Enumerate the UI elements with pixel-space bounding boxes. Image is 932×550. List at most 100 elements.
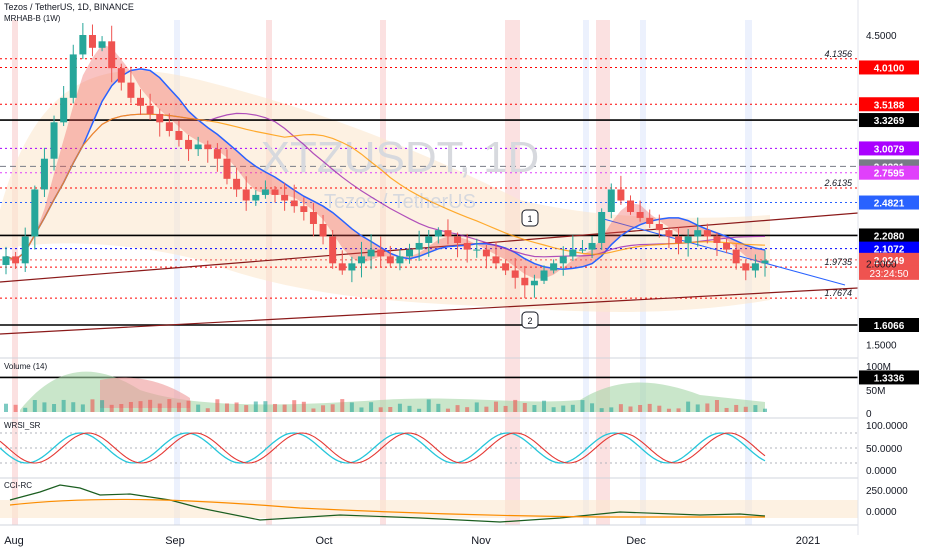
highlight-band [174, 20, 180, 525]
volume-bar [157, 403, 162, 412]
candle-body [79, 35, 87, 55]
volume-bar [628, 406, 633, 412]
volume-bar [474, 402, 479, 412]
wave-label: 1 [527, 214, 532, 224]
wrsi-axis-tick: 50.0000 [866, 444, 903, 455]
horizontal-levels: 4.1356 2.6135 1.9735 1.7674 [0, 49, 858, 379]
cci-pane-title: CCI-RC [4, 481, 32, 490]
candle-body [185, 139, 193, 150]
volume-bar [215, 399, 220, 412]
volume-bar [119, 404, 124, 412]
volume-bar [61, 399, 66, 412]
time-axis-label: Sep [165, 535, 185, 547]
volume-bar [52, 404, 57, 412]
candle-body [156, 113, 164, 123]
candle-body [684, 236, 692, 243]
volume-bar [176, 402, 181, 412]
candle-body [252, 194, 260, 201]
candle-body [386, 256, 394, 264]
volume-bar [244, 405, 249, 412]
volume-bar [301, 401, 306, 412]
volume-bar [647, 403, 652, 412]
volume-bar [724, 407, 729, 412]
volume-bar [417, 408, 422, 412]
candle-body [617, 189, 625, 201]
price-tag [859, 195, 919, 210]
chart-title: Tezos / TetherUS, 1D, BINANCE [4, 2, 134, 12]
candle-body [194, 144, 202, 150]
highlight-band [12, 20, 18, 525]
candles [2, 22, 769, 299]
price-tag-label: 1.3336 [874, 373, 905, 384]
volume-bar [71, 402, 76, 412]
volume-bar [100, 400, 105, 412]
candle-body [165, 122, 173, 131]
volume-bar [666, 408, 671, 412]
cci-axis-tick: 0.0000 [866, 507, 897, 518]
candle-body [309, 211, 317, 224]
descending-trendline [599, 217, 846, 286]
candle-body [578, 249, 586, 251]
volume-bar [609, 407, 614, 412]
volume-bar [234, 402, 239, 412]
candle-body [588, 242, 596, 250]
volume-bar [676, 408, 681, 412]
candle-body [713, 236, 721, 243]
volume-bar [205, 408, 210, 412]
wrsi-axis-tick: 100.0000 [866, 421, 908, 432]
wave-label-box [521, 209, 539, 227]
price-tag-label: 1.6066 [874, 321, 905, 332]
candle-body [175, 130, 183, 140]
watermark-name: Tezos / TetherUS [324, 191, 476, 213]
candle-body [98, 41, 106, 48]
volume-axis-tick: 100M [866, 362, 891, 373]
candle-body [463, 242, 471, 250]
countdown-label: 23:24:50 [870, 269, 909, 280]
volume-bar [388, 406, 393, 412]
candle-body [348, 263, 356, 271]
weekly-band-cloud [0, 70, 770, 312]
candle-body [213, 149, 221, 159]
candle-body [511, 270, 519, 278]
candle-body [233, 178, 241, 190]
volume-axis-tick: 50M [866, 386, 885, 397]
volume-pane-title: Volume (14) [4, 362, 48, 371]
candle-body [425, 236, 433, 243]
volume-bar [436, 403, 441, 412]
wrsi-pane-title: WRSI_SR [4, 421, 41, 430]
volume-bar [4, 403, 8, 412]
price-tag-label: 3.5188 [874, 100, 905, 111]
candle-body [521, 277, 529, 286]
lower-trendline [0, 287, 859, 335]
volume-bar [167, 399, 172, 412]
candle-body [550, 263, 558, 271]
price-tag [859, 228, 919, 243]
price-tag [859, 318, 919, 332]
ema-orange-line [5, 113, 766, 261]
volume-bar [148, 399, 153, 412]
candle-body [377, 249, 385, 257]
price-axis[interactable]: 4.01003.51883.32693.00792.82212.75952.48… [857, 0, 919, 535]
volume-bar [330, 404, 335, 412]
volume-bar [407, 405, 412, 412]
price-tag-label: 2.0249 [874, 256, 905, 267]
candle-body [694, 230, 702, 237]
cci-axis-tick: 250.0000 [866, 486, 908, 497]
price-tag [859, 113, 919, 128]
price-tag [859, 141, 919, 156]
candle-body [2, 256, 10, 265]
price-tag [859, 252, 919, 267]
time-axis-label: 2021 [796, 535, 820, 547]
level-label: 4.1356 [824, 49, 852, 59]
candle-body [300, 206, 308, 212]
time-axis[interactable]: Aug Sep Oct Nov Dec 2021 [4, 535, 820, 547]
candle-body [396, 256, 404, 264]
volume-bar [513, 399, 518, 412]
volume-bar [686, 401, 691, 412]
volume-bar [378, 407, 383, 412]
price-tag-label: 2.1072 [874, 245, 905, 256]
volume-bar [196, 404, 201, 412]
candle-body [290, 200, 298, 207]
